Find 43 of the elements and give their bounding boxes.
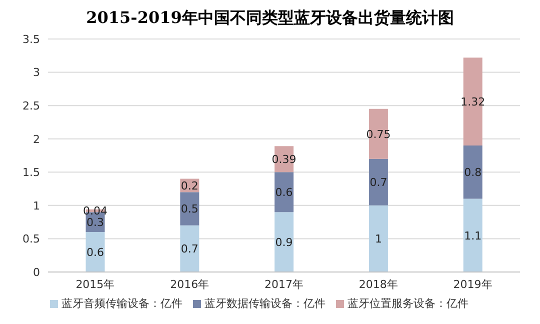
x-tick-label: 2015年 (76, 278, 115, 291)
data-label: 1 (374, 232, 382, 246)
legend-label: 蓝牙位置服务设备：亿件 (348, 297, 468, 310)
bar (463, 198, 482, 272)
data-label: 0.04 (83, 204, 108, 218)
bar (86, 232, 105, 272)
x-tick-label: 2016年 (170, 278, 210, 291)
data-label: 0.75 (366, 128, 391, 141)
data-label: 0.2 (180, 179, 198, 192)
x-tick-label: 2017年 (264, 278, 304, 291)
bar (180, 192, 200, 226)
bar (368, 205, 388, 272)
data-label: 0.6 (86, 246, 104, 259)
y-tick-label: 2.5 (22, 99, 40, 112)
bar (274, 212, 294, 272)
x-tick-label: 2018年 (358, 278, 398, 291)
chart-title: 2015-2019年中国不同类型蓝牙设备出货量统计图 (85, 8, 455, 29)
bar (463, 146, 482, 199)
data-label: 0.7 (370, 176, 388, 190)
bar (463, 58, 482, 146)
bar (274, 172, 294, 212)
y-tick-label: 2 (33, 132, 40, 146)
y-tick-label: 1 (33, 199, 40, 212)
x-tick-label: 2019年 (453, 278, 492, 291)
y-tick-label: 1.5 (22, 166, 40, 180)
y-tick-label: 3 (33, 66, 40, 80)
legend-label: 蓝牙数据传输设备：亿件 (204, 297, 326, 310)
data-label: 0.39 (272, 153, 296, 166)
data-label: 0.9 (275, 236, 293, 249)
bar (368, 158, 388, 206)
bar (180, 225, 200, 272)
data-label: 0.7 (180, 242, 198, 256)
y-tick-label: 0.5 (22, 232, 40, 246)
data-label: 0.5 (180, 202, 198, 216)
y-tick-label: 3.5 (22, 32, 40, 46)
data-label: 0.3 (86, 216, 104, 229)
data-label: 1.32 (460, 95, 486, 108)
bar (368, 108, 388, 159)
data-label: 0.8 (464, 166, 482, 180)
data-label: 1.1 (464, 229, 482, 242)
data-label: 0.6 (275, 186, 293, 200)
y-tick-label: 0 (33, 266, 40, 279)
legend-label: 蓝牙音频传输设备：亿件 (62, 297, 182, 310)
